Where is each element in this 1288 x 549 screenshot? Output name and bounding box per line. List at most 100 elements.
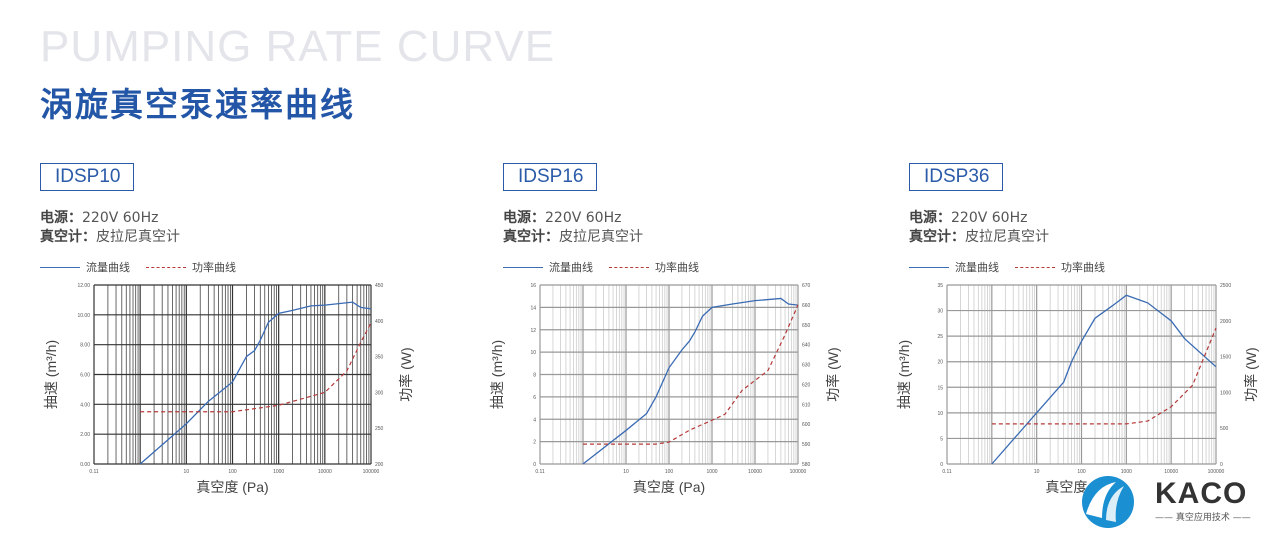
legend-power: 功率曲线	[1061, 261, 1105, 274]
y-tick-label: 12	[530, 328, 536, 334]
legend: 流量曲线 功率曲线	[40, 259, 236, 275]
y-tick-label: 35	[937, 283, 943, 289]
legend-flow: 流量曲线	[86, 261, 130, 274]
y-tick-label: 8	[533, 373, 536, 379]
flow-curve	[139, 301, 372, 465]
x-tick-label: 10000	[318, 469, 332, 475]
model-badge: IDSP16	[503, 163, 597, 191]
flow-curve	[582, 297, 799, 465]
legend-flow-swatch	[40, 266, 80, 268]
y-tick-label: 4	[533, 417, 536, 423]
x-tick-label: 100000	[790, 469, 807, 475]
x-tick-label: 100000	[1208, 469, 1225, 475]
x-tick-label: 10000	[748, 469, 762, 475]
kaco-logo-icon	[1082, 476, 1134, 528]
y2-tick-label: 1000	[1220, 390, 1231, 396]
chart-panel-idsp16: IDSP16 电源：220V 60Hz 真空计：皮拉尼真空计 流量曲线 功率曲线 0…	[489, 163, 903, 503]
legend: 流量曲线 功率曲线	[909, 259, 1105, 275]
y2-tick-label: 590	[802, 442, 811, 448]
y-tick-label: 20	[937, 360, 943, 366]
y-tick-label: 14	[530, 305, 536, 311]
y-axis-label: 抽速 (m³/h)	[43, 340, 59, 409]
model-badge: IDSP10	[40, 163, 134, 191]
x-tick-label: 0.11	[942, 469, 952, 475]
x-tick-label: 100000	[363, 469, 380, 475]
x-axis-label: 真空度 (Pa)	[633, 479, 705, 495]
x-axis-label: 真空度 (Pa)	[196, 479, 268, 495]
spec-gauge: 真空计：皮拉尼真空计	[909, 229, 1049, 245]
y-tick-label: 25	[937, 334, 943, 340]
y2-tick-label: 650	[802, 323, 811, 329]
y-tick-label: 8.00	[80, 343, 90, 349]
y-tick-label: 10	[530, 350, 536, 356]
brand-name: KACO	[1155, 477, 1248, 510]
spec-gauge: 真空计：皮拉尼真空计	[40, 229, 180, 245]
y-tick-label: 15	[937, 385, 943, 391]
x-tick-label: 10	[1034, 469, 1040, 475]
y2-tick-label: 2500	[1220, 283, 1231, 289]
y2-tick-label: 670	[802, 283, 811, 289]
y2-tick-label: 640	[802, 343, 811, 349]
y-axis-label: 抽速 (m³/h)	[896, 340, 912, 409]
y-tick-label: 2.00	[80, 432, 90, 438]
y-tick-label: 10.00	[77, 313, 90, 319]
spec-gauge: 真空计：皮拉尼真空计	[503, 229, 643, 245]
power-curve	[991, 327, 1217, 425]
x-tick-label: 1000	[1121, 469, 1132, 475]
chart-panel-idsp36: IDSP36 电源：220V 60Hz 真空计：皮拉尼真空计 流量曲线 功率曲线 0…	[896, 163, 1288, 503]
y-tick-label: 2	[533, 440, 536, 446]
legend-power-swatch	[609, 266, 649, 268]
x-tick-label: 0.11	[535, 469, 545, 475]
x-tick-label: 1000	[273, 469, 284, 475]
y2-tick-label: 2000	[1220, 319, 1231, 325]
x-tick-label: 0.11	[89, 469, 99, 475]
y2-tick-label: 0	[1220, 462, 1223, 468]
spec-power: 电源：220V 60Hz	[40, 210, 159, 226]
y2-axis-label: 功率 (W)	[825, 347, 841, 401]
x-tick-label: 10	[184, 469, 190, 475]
legend-power: 功率曲线	[655, 261, 699, 274]
x-tick-label: 100	[228, 469, 237, 475]
y2-axis-label: 功率 (W)	[1243, 347, 1259, 401]
chart-idsp36: 0 5 10 15 20 25 30 35 0 500 1000 1500 2000 2500 0.11 10…	[896, 283, 1259, 495]
y-tick-label: 12.00	[77, 283, 90, 289]
x-tick-label: 10000	[1164, 469, 1178, 475]
y-tick-label: 10	[937, 411, 943, 417]
x-tick-label: 100	[665, 469, 674, 475]
flow-curve	[991, 294, 1217, 465]
y-tick-label: 30	[937, 309, 943, 315]
y2-tick-label: 610	[802, 402, 811, 408]
y-tick-label: 16	[530, 283, 536, 289]
y2-tick-label: 300	[375, 390, 384, 396]
legend-flow-swatch	[503, 266, 543, 268]
power-curve	[140, 322, 372, 413]
y2-tick-label: 660	[802, 303, 811, 309]
y2-tick-label: 400	[375, 319, 384, 325]
power-curve	[583, 304, 799, 445]
legend: 流量曲线 功率曲线	[503, 259, 699, 275]
spec-power: 电源：220V 60Hz	[909, 210, 1028, 226]
spec-power: 电源：220V 60Hz	[503, 210, 622, 226]
y2-tick-label: 350	[375, 355, 384, 361]
y2-tick-label: 450	[375, 283, 384, 289]
legend-power: 功率曲线	[192, 261, 236, 274]
legend-flow-swatch	[909, 266, 949, 268]
y2-tick-label: 630	[802, 363, 811, 369]
y2-tick-label: 620	[802, 382, 811, 388]
y2-tick-label: 600	[802, 422, 811, 428]
y-tick-label: 5	[940, 436, 943, 442]
x-tick-label: 100	[1077, 469, 1086, 475]
y2-tick-label: 500	[1220, 426, 1229, 432]
y-tick-label: 6	[533, 395, 536, 401]
y-tick-label: 0	[940, 462, 943, 468]
y-axis-label: 抽速 (m³/h)	[489, 340, 505, 409]
legend-flow: 流量曲线	[955, 261, 999, 274]
legend-power-swatch	[1015, 266, 1055, 268]
y2-tick-label: 250	[375, 426, 384, 432]
y2-tick-label: 200	[375, 462, 384, 468]
chart-panel-idsp10: IDSP10 电源：220V 60Hz 真空计：皮拉尼真空计 流量曲线 功率曲线 0…	[40, 163, 440, 503]
x-tick-label: 1000	[706, 469, 717, 475]
title-en: PUMPING RATE CURVE	[40, 22, 556, 71]
y-tick-label: 6.00	[80, 373, 90, 379]
title-cn: 涡旋真空泵速率曲线	[40, 85, 355, 124]
